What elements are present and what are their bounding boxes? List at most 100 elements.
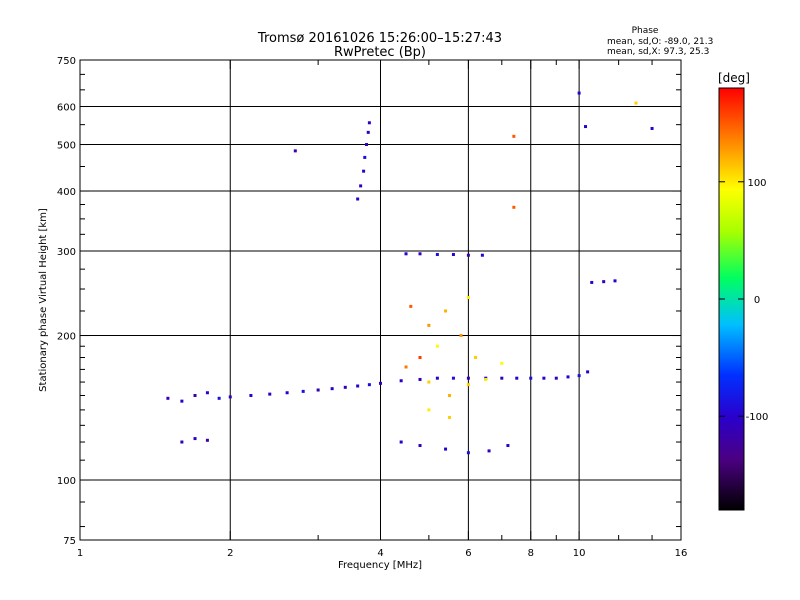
data-point [512, 205, 516, 209]
data-point [409, 304, 413, 308]
data-point [404, 252, 408, 256]
data-point [602, 280, 606, 284]
colorbar-tick-label: 100 [747, 178, 766, 189]
data-point [466, 376, 470, 380]
chart-subtitle: RwPretec (Bp) [334, 45, 426, 60]
data-point [448, 415, 452, 419]
data-point [418, 377, 422, 381]
data-point [205, 438, 209, 442]
x-tick-label: 4 [377, 548, 383, 559]
y-tick-label: 500 [57, 141, 76, 152]
data-point [359, 184, 363, 188]
data-points [166, 91, 654, 455]
y-tick-label: 600 [57, 103, 76, 114]
data-point [418, 355, 422, 359]
data-point [500, 376, 504, 380]
data-point [366, 130, 370, 134]
data-point [577, 374, 581, 378]
phase-info-heading: Phase [632, 26, 659, 36]
data-point [418, 444, 422, 448]
x-tick-label: 6 [465, 548, 471, 559]
data-point [448, 394, 452, 398]
data-point [193, 394, 197, 398]
data-point [554, 376, 558, 380]
data-point [362, 169, 366, 173]
data-point [634, 101, 638, 105]
data-point [316, 388, 320, 392]
x-tick-label: 8 [528, 548, 534, 559]
data-point [613, 279, 617, 283]
data-point [515, 376, 519, 380]
axis-tick-labels: 1 2 4 6 8 10 16 75 100 200 300 400 500 600 750 [57, 56, 687, 559]
data-point [451, 253, 455, 257]
data-point [343, 385, 347, 389]
title-block: Tromsø 20161026 15:26:00–15:27:43 RwPret… [257, 31, 502, 60]
data-point [529, 376, 533, 380]
data-point [473, 355, 477, 359]
data-point [427, 380, 431, 384]
data-point [367, 383, 371, 387]
data-point [217, 396, 221, 400]
data-point [566, 375, 570, 379]
data-point [451, 376, 455, 380]
colorbar-tick-label: 0 [754, 295, 760, 306]
y-tick-label: 750 [57, 56, 76, 67]
grid-lines [80, 60, 681, 540]
data-point [577, 91, 581, 95]
data-point [584, 125, 588, 129]
data-point [466, 296, 470, 300]
phase-info: Phase mean, sd,O: -89.0, 21.3 mean, sd,X… [607, 26, 713, 57]
data-point [586, 370, 590, 374]
data-point [487, 449, 491, 453]
y-axis-label: Stationary phase Virtual Height [km] [38, 208, 49, 392]
colorbar-label: [deg] [718, 71, 750, 85]
x-tick-label: 10 [573, 548, 586, 559]
data-point [650, 126, 654, 130]
data-point [399, 379, 403, 383]
y-tick-label: 400 [57, 187, 76, 198]
data-point [500, 361, 504, 365]
x-tick-label: 2 [227, 548, 233, 559]
data-point [293, 149, 297, 153]
data-point [365, 143, 369, 147]
colorbar-ticks: 100 0 -100 [719, 178, 768, 423]
colorbar-tick-label: -100 [746, 412, 769, 423]
chart-title: Tromsø 20161026 15:26:00–15:27:43 [257, 31, 502, 46]
data-point [435, 344, 439, 348]
y-tick-label: 200 [57, 332, 76, 343]
data-point [480, 253, 484, 257]
data-point [459, 334, 463, 338]
data-point [466, 253, 470, 257]
data-point [193, 437, 197, 441]
data-point [435, 253, 439, 257]
data-point [418, 252, 422, 256]
data-point [590, 280, 594, 284]
data-point [404, 365, 408, 369]
data-point [435, 376, 439, 380]
data-point [427, 323, 431, 327]
colorbar: [deg] 100 0 -100 [718, 71, 768, 511]
x-tick-label: 16 [675, 548, 688, 559]
data-point [484, 377, 488, 381]
data-point [512, 134, 516, 138]
data-point [399, 440, 403, 444]
data-point [427, 408, 431, 412]
y-tick-label: 100 [57, 476, 76, 487]
x-tick-label: 1 [77, 548, 83, 559]
data-point [180, 399, 184, 403]
data-point [285, 391, 289, 395]
phase-info-line-o: mean, sd,O: -89.0, 21.3 [607, 37, 713, 47]
data-point [268, 392, 272, 396]
x-axis-label: Frequency [MHz] [338, 560, 422, 571]
data-point [356, 197, 360, 201]
data-point [379, 381, 382, 385]
data-point [506, 444, 510, 448]
y-tick-label: 75 [63, 536, 76, 547]
data-point [466, 383, 470, 387]
data-point [166, 396, 170, 400]
data-point [301, 389, 305, 393]
data-point [249, 394, 253, 398]
data-point [466, 451, 470, 455]
y-tick-label: 300 [57, 247, 76, 258]
